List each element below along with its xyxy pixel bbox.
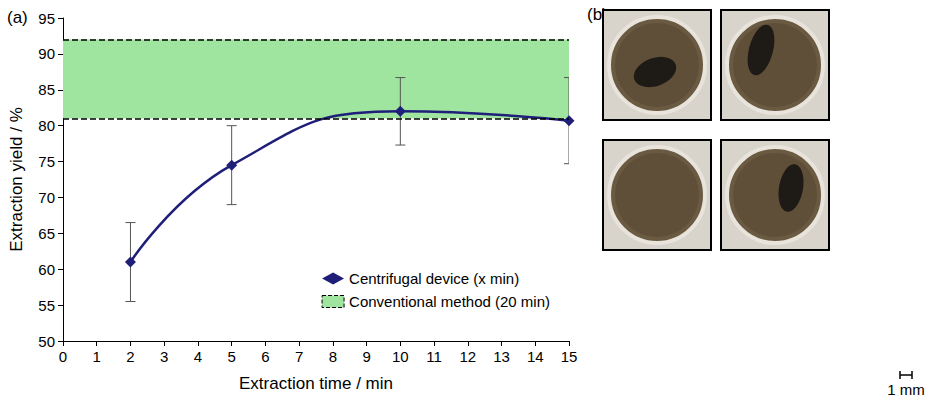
svg-text:50: 50 bbox=[38, 333, 55, 350]
svg-text:4: 4 bbox=[194, 348, 202, 365]
svg-text:65: 65 bbox=[38, 225, 55, 242]
svg-text:75: 75 bbox=[38, 153, 55, 170]
svg-text:6: 6 bbox=[261, 348, 269, 365]
svg-text:70: 70 bbox=[38, 189, 55, 206]
svg-text:10: 10 bbox=[392, 348, 409, 365]
svg-text:3: 3 bbox=[160, 348, 168, 365]
svg-text:90: 90 bbox=[38, 45, 55, 62]
svg-text:0: 0 bbox=[59, 348, 67, 365]
svg-text:15: 15 bbox=[561, 348, 578, 365]
svg-text:85: 85 bbox=[38, 81, 55, 98]
svg-text:12: 12 bbox=[459, 348, 476, 365]
svg-text:(a): (a) bbox=[7, 8, 28, 27]
svg-text:11: 11 bbox=[426, 348, 442, 365]
svg-text:13: 13 bbox=[493, 348, 510, 365]
svg-text:80: 80 bbox=[38, 117, 55, 134]
svg-text:2: 2 bbox=[126, 348, 134, 365]
svg-text:(b): (b) bbox=[587, 5, 608, 24]
svg-text:Extraction yield / %: Extraction yield / % bbox=[7, 107, 26, 252]
svg-text:60: 60 bbox=[38, 261, 55, 278]
svg-text:55: 55 bbox=[38, 297, 55, 314]
svg-text:1 mm: 1 mm bbox=[887, 381, 925, 398]
svg-text:5: 5 bbox=[227, 348, 235, 365]
svg-text:Extraction time / min: Extraction time / min bbox=[239, 374, 393, 393]
svg-text:7: 7 bbox=[295, 348, 303, 365]
svg-text:95: 95 bbox=[38, 10, 55, 27]
svg-text:9: 9 bbox=[362, 348, 370, 365]
svg-text:Conventional method (20 min): Conventional method (20 min) bbox=[349, 293, 550, 310]
svg-text:14: 14 bbox=[527, 348, 544, 365]
svg-text:Centrifugal device (x min): Centrifugal device (x min) bbox=[349, 270, 519, 287]
svg-text:1: 1 bbox=[93, 348, 101, 365]
svg-text:8: 8 bbox=[329, 348, 337, 365]
